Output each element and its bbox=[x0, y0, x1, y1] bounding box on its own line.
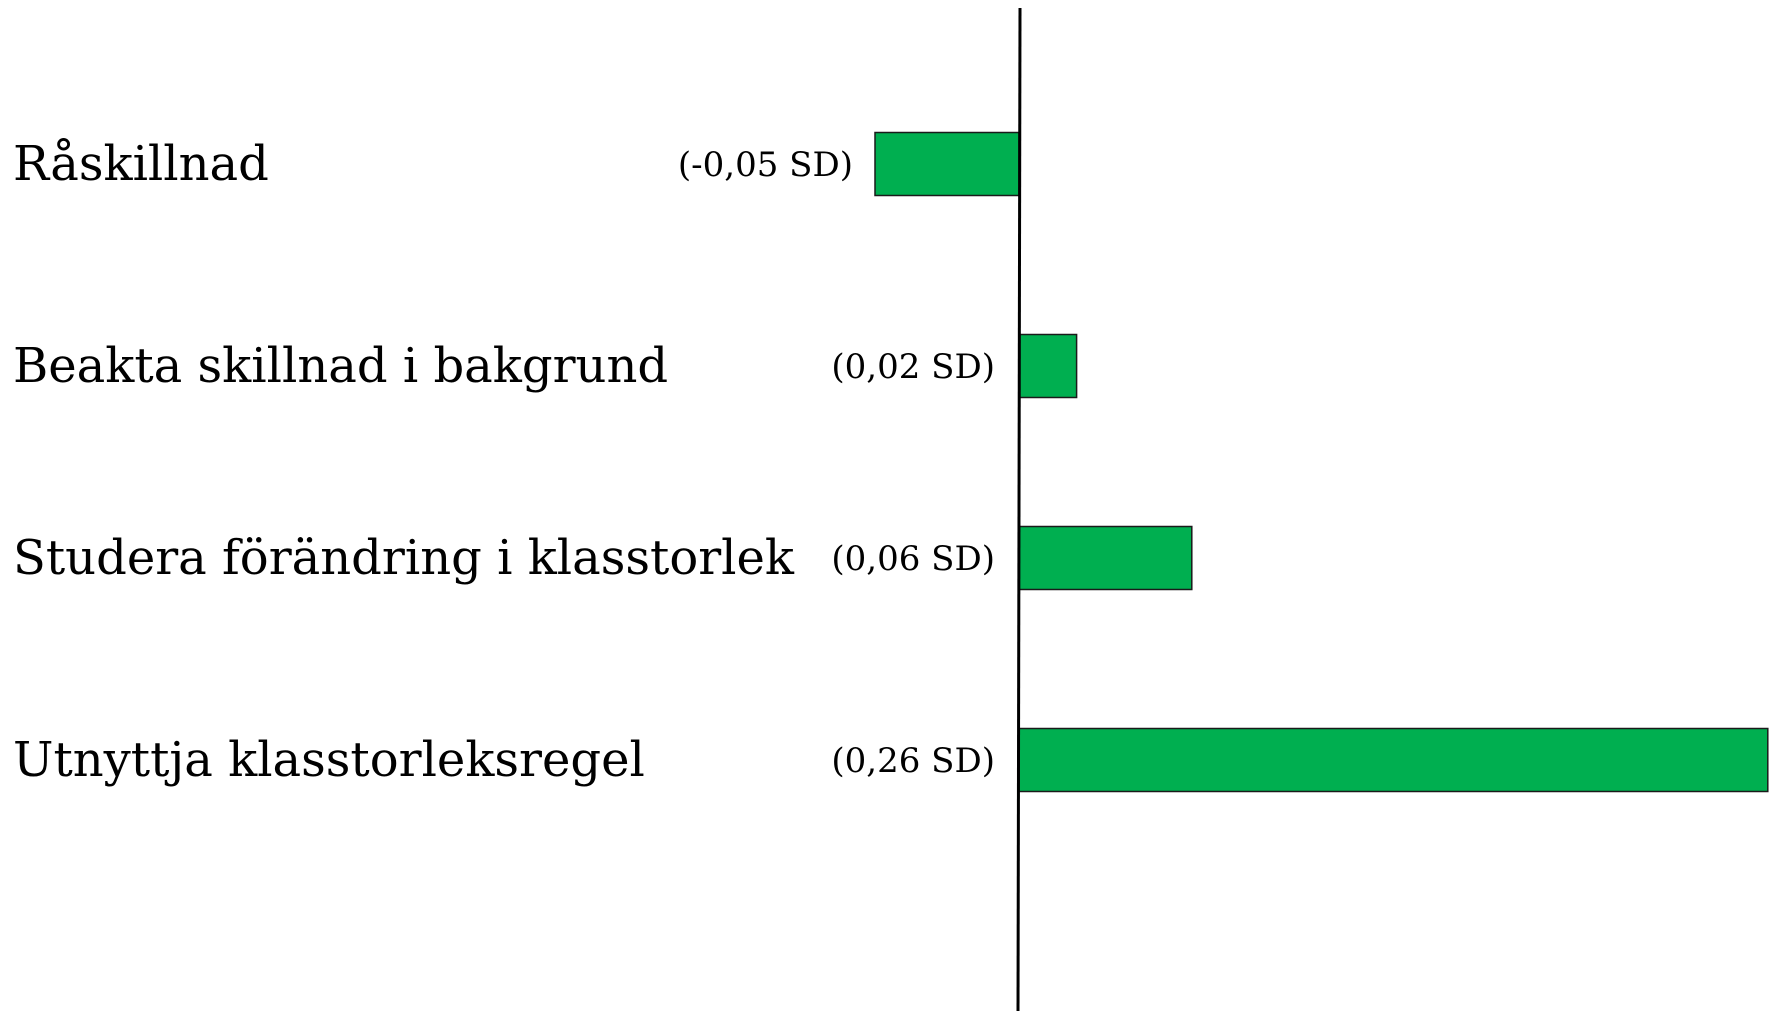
value-label-4: (0,26 SD) bbox=[831, 741, 995, 781]
bar-1 bbox=[874, 131, 1020, 197]
category-label-2: Beakta skillnad i bakgrund bbox=[13, 338, 668, 394]
bars-layer bbox=[874, 131, 1769, 793]
bar-2 bbox=[1018, 333, 1078, 399]
bar-4 bbox=[1018, 727, 1769, 793]
value-label-1: (-0,05 SD) bbox=[678, 145, 853, 185]
zero-axis-line bbox=[1016, 7, 1022, 1011]
labels-layer: Råskillnad (-0,05 SD) Beakta skillnad i ba… bbox=[13, 136, 995, 788]
value-label-3: (0,06 SD) bbox=[831, 539, 995, 579]
category-label-1: Råskillnad bbox=[13, 136, 269, 192]
bar-3 bbox=[1018, 525, 1193, 591]
value-label-2: (0,02 SD) bbox=[831, 347, 995, 387]
category-label-3: Studera förändring i klasstorlek bbox=[13, 530, 795, 586]
category-label-4: Utnyttja klasstorleksregel bbox=[13, 732, 645, 788]
